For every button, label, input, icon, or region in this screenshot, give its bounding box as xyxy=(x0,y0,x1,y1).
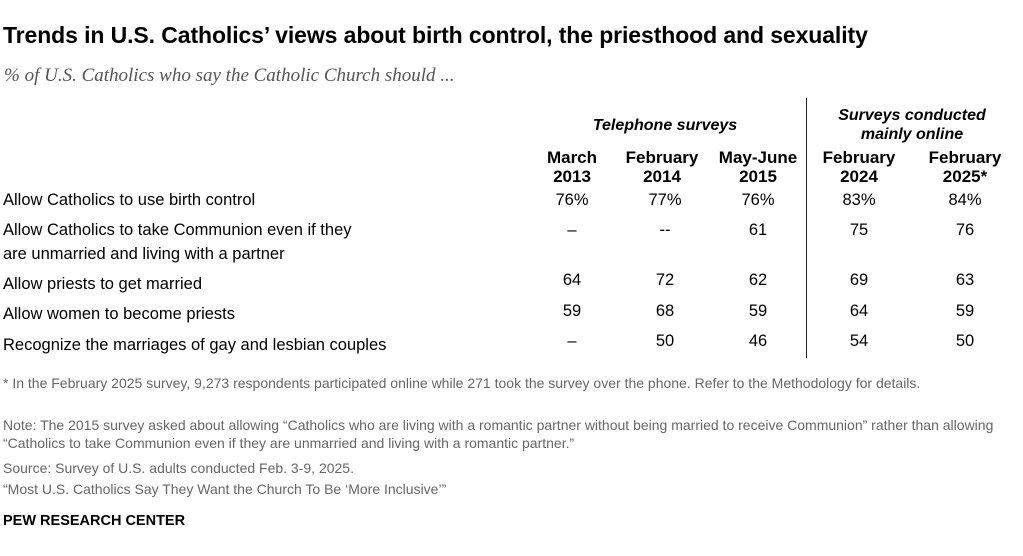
row-label-line: Allow priests to get married xyxy=(3,275,202,293)
row-label-line: Allow Catholics to use birth control xyxy=(3,191,256,209)
column-header-february-2014: February 2014 xyxy=(617,148,707,186)
table-cell: 59 xyxy=(562,302,582,320)
table-cell: 59 xyxy=(955,302,975,320)
table-cell: 50 xyxy=(955,332,975,350)
column-header-line1: March xyxy=(546,148,598,167)
survey-mode-divider xyxy=(806,98,807,358)
column-header-line2: 2015 xyxy=(739,167,777,186)
table-cell: 63 xyxy=(955,271,975,289)
column-header-line1: May-June xyxy=(718,148,798,167)
table-cell: 76% xyxy=(741,191,775,209)
table-cell: 72 xyxy=(655,271,675,289)
group-label-online: Surveys conducted mainly online xyxy=(812,106,1012,144)
column-header-line1: February xyxy=(822,148,896,167)
table-cell: 50 xyxy=(655,332,675,350)
column-header-line1: February xyxy=(928,148,1002,167)
table-cell: 59 xyxy=(748,302,768,320)
row-label-line: Recognize the marriages of gay and lesbi… xyxy=(3,336,387,354)
pew-research-center-logo: PEW RESEARCH CENTER xyxy=(3,513,186,529)
row-label-line: Allow women to become priests xyxy=(3,305,236,323)
table-cell: 77% xyxy=(648,191,682,209)
table-cell: – xyxy=(567,332,577,350)
row-label-line: are unmarried and living with a partner xyxy=(3,245,285,263)
column-header-line2: 2025* xyxy=(942,167,988,186)
footnote-source: Source: Survey of U.S. adults conducted … xyxy=(3,460,354,476)
table-cell: 76% xyxy=(555,191,589,209)
column-header-may-june-2015: May-June 2015 xyxy=(713,148,803,186)
row-label-women-priests: Allow women to become priests xyxy=(3,302,423,326)
table-cell: 84% xyxy=(948,191,982,209)
table-cell: – xyxy=(567,221,577,239)
column-header-line2: 2014 xyxy=(643,167,681,186)
table-cell: -- xyxy=(659,221,671,239)
row-label-priests-married: Allow priests to get married xyxy=(3,272,423,296)
table-cell: 69 xyxy=(849,271,869,289)
table-cell: 68 xyxy=(655,302,675,320)
table-cell: 61 xyxy=(748,221,768,239)
footnote-report-title: “Most U.S. Catholics Say They Want the C… xyxy=(3,481,447,497)
table-cell: 76 xyxy=(955,221,975,239)
column-header-february-2024: February 2024 xyxy=(814,148,904,186)
footnote-note: Note: The 2015 survey asked about allowi… xyxy=(3,417,994,451)
group-label-online-line2: mainly online xyxy=(860,126,964,143)
footnote-asterisk: * In the February 2025 survey, 9,273 res… xyxy=(3,375,921,391)
row-label-gay-marriage: Recognize the marriages of gay and lesbi… xyxy=(3,333,423,357)
chart-subtitle: % of U.S. Catholics who say the Catholic… xyxy=(4,65,455,86)
table-cell: 54 xyxy=(849,332,869,350)
column-header-line2: 2013 xyxy=(553,167,591,186)
table-cell: 75 xyxy=(849,221,869,239)
table-cell: 46 xyxy=(748,332,768,350)
column-header-line1: February xyxy=(625,148,699,167)
table-cell: 62 xyxy=(748,271,768,289)
table-cell: 64 xyxy=(562,271,582,289)
row-label-birth-control: Allow Catholics to use birth control xyxy=(3,188,423,212)
row-label-communion: Allow Catholics to take Communion even i… xyxy=(3,218,423,266)
row-label-line: Allow Catholics to take Communion even i… xyxy=(3,221,352,239)
chart-title: Trends in U.S. Catholics’ views about bi… xyxy=(3,22,868,48)
column-header-february-2025: February 2025* xyxy=(920,148,1010,186)
column-header-march-2013: March 2013 xyxy=(527,148,617,186)
group-label-telephone: Telephone surveys xyxy=(592,117,738,134)
table-cell: 64 xyxy=(849,302,869,320)
column-header-line2: 2024 xyxy=(840,167,878,186)
table-cell: 83% xyxy=(842,191,876,209)
group-label-online-line1: Surveys conducted xyxy=(838,107,986,124)
